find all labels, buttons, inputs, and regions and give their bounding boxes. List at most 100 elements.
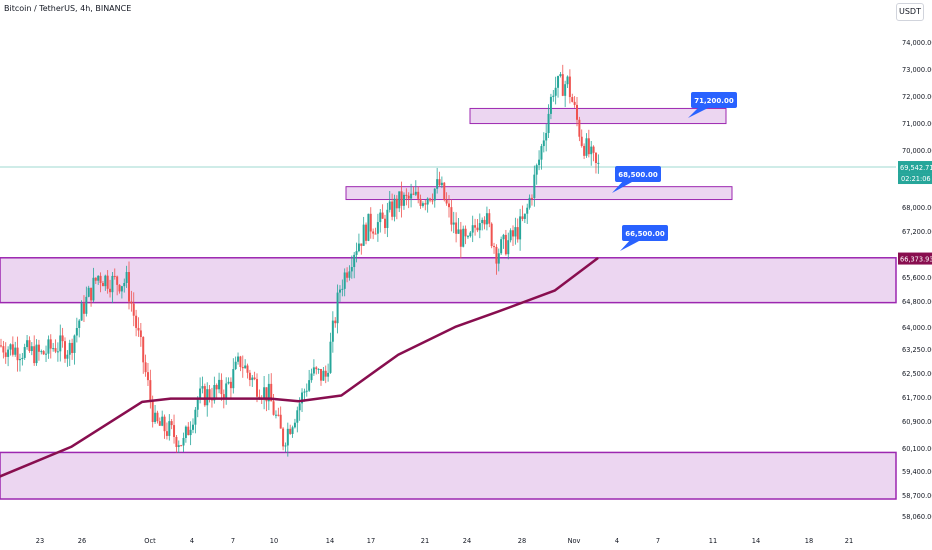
candle-body bbox=[331, 320, 334, 342]
candle-body bbox=[466, 236, 469, 238]
candle-body bbox=[348, 271, 351, 278]
candle-body bbox=[192, 424, 194, 430]
candle-body bbox=[94, 277, 97, 281]
candle-body bbox=[229, 381, 232, 389]
candle-body bbox=[322, 370, 325, 381]
callout-pointer bbox=[612, 180, 632, 193]
time-tick-label: 10 bbox=[270, 537, 278, 545]
symbol-title: Bitcoin / TetherUS, 4h, BINANCE bbox=[4, 4, 132, 13]
price-tick-label: 64,800.00 bbox=[902, 298, 932, 306]
price-tick-label: 59,400.00 bbox=[902, 468, 932, 476]
candle-body bbox=[173, 425, 176, 437]
candle-body bbox=[90, 287, 93, 301]
candle-body bbox=[286, 428, 289, 446]
candle-body bbox=[64, 341, 66, 359]
candle-body bbox=[440, 182, 443, 186]
candle-body bbox=[585, 138, 588, 156]
candle-body bbox=[85, 296, 88, 314]
candle-body bbox=[182, 437, 185, 446]
candle-body bbox=[42, 351, 45, 355]
candle-body bbox=[279, 414, 282, 429]
candle-body bbox=[184, 426, 187, 438]
candle-body bbox=[571, 97, 574, 102]
price-tick-label: 67,200.00 bbox=[902, 228, 932, 236]
price-tick-label: 70,000.00 bbox=[902, 147, 932, 155]
candle-body bbox=[417, 191, 420, 199]
candle-body bbox=[116, 276, 119, 285]
candle-body bbox=[372, 231, 375, 234]
candle-body bbox=[144, 362, 147, 373]
time-tick-label: 24 bbox=[463, 537, 471, 545]
candle-body bbox=[514, 227, 517, 237]
candle-body bbox=[578, 119, 581, 137]
candle-body bbox=[149, 380, 152, 400]
candle-body bbox=[350, 267, 353, 272]
candle-body bbox=[59, 335, 62, 352]
candle-body bbox=[156, 412, 159, 422]
price-tick-label: 64,000.00 bbox=[902, 324, 932, 332]
candle-body bbox=[424, 203, 427, 205]
candle-body bbox=[68, 342, 71, 355]
candle-body bbox=[509, 230, 512, 241]
currency-button[interactable]: USDT bbox=[896, 3, 924, 21]
support-resistance-zone bbox=[345, 186, 733, 201]
price-tick-label: 74,000.00 bbox=[902, 39, 932, 47]
candle-body bbox=[327, 372, 330, 377]
candle-body bbox=[433, 188, 436, 201]
candle-body bbox=[23, 347, 26, 358]
candle-body bbox=[270, 383, 273, 402]
candle-body bbox=[561, 74, 564, 96]
candle-body bbox=[357, 243, 360, 252]
candle-body bbox=[429, 198, 432, 201]
candle-body bbox=[474, 225, 477, 228]
candle-body bbox=[37, 344, 40, 352]
candle-body bbox=[374, 233, 377, 235]
candle-body bbox=[445, 199, 448, 204]
candle-body bbox=[161, 416, 164, 426]
candle-body bbox=[388, 201, 391, 210]
time-tick-label: 7 bbox=[231, 537, 235, 545]
time-tick-label: 11 bbox=[709, 537, 717, 545]
candle-body bbox=[222, 394, 225, 399]
candle-body bbox=[33, 346, 36, 364]
candle-body bbox=[320, 368, 322, 381]
candle-body bbox=[495, 246, 498, 264]
candle-body bbox=[232, 369, 235, 389]
candle-body bbox=[139, 330, 142, 338]
candle-body bbox=[450, 207, 453, 225]
candle-body bbox=[583, 145, 586, 156]
candle-body bbox=[80, 303, 83, 321]
price-tick-label: 65,600.00 bbox=[902, 274, 932, 282]
candle-body bbox=[312, 367, 315, 374]
callout-pointer bbox=[620, 239, 639, 251]
candle-body bbox=[329, 341, 332, 373]
candle-body bbox=[481, 219, 484, 224]
time-tick-label: 4 bbox=[615, 537, 619, 545]
candle-body bbox=[594, 152, 597, 164]
candle-body bbox=[180, 445, 183, 447]
callout-box bbox=[691, 92, 737, 108]
candle-body bbox=[393, 198, 396, 217]
candle-body bbox=[547, 113, 550, 134]
time-tick-label: 18 bbox=[805, 537, 813, 545]
candle-body bbox=[213, 384, 216, 401]
candle-body bbox=[414, 191, 417, 195]
candle-body bbox=[7, 349, 10, 357]
candle-body bbox=[104, 275, 107, 287]
candle-body bbox=[580, 136, 583, 146]
candle-body bbox=[436, 179, 439, 189]
time-tick-label: 4 bbox=[190, 537, 194, 545]
candle-body bbox=[360, 243, 363, 246]
candle-body bbox=[206, 389, 209, 406]
candle-body bbox=[545, 133, 548, 141]
candle-body bbox=[158, 421, 161, 426]
candle-body bbox=[256, 379, 258, 397]
candle-body bbox=[30, 346, 33, 352]
candle-body bbox=[568, 76, 571, 98]
candle-body bbox=[379, 212, 382, 223]
candle-body bbox=[521, 216, 524, 219]
candle-body bbox=[500, 239, 503, 254]
candle-body bbox=[376, 222, 379, 234]
candle-body bbox=[419, 198, 422, 206]
